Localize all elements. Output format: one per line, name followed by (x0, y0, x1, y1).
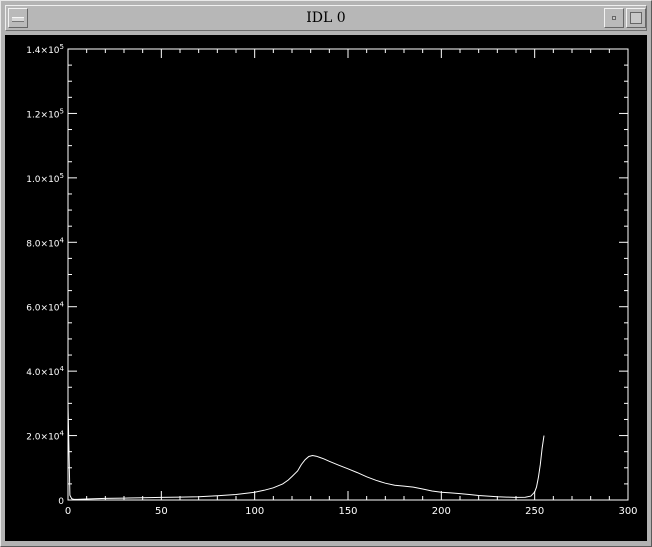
minimize-icon[interactable] (604, 8, 624, 28)
y-tick-label: 1.2×105 (26, 107, 64, 120)
y-tick-label: 1.4×105 (26, 43, 64, 56)
plot-frame (67, 48, 629, 501)
y-tick-label: 1.0×105 (26, 172, 64, 185)
maximize-icon[interactable] (626, 8, 646, 28)
x-tick-label: 250 (525, 506, 544, 517)
x-tick-label: 300 (618, 506, 637, 517)
histogram-chart: 0 50 100 150 200 250 300 0 2.0×104 4.0×104 6.0×104… (26, 43, 637, 517)
plot-area: 0 50 100 150 200 250 300 0 2.0×104 4.0×104 6.0×104… (5, 35, 647, 541)
x-tick-label: 100 (245, 506, 264, 517)
window-menu-icon[interactable] (8, 8, 28, 28)
window-title: IDL 0 (306, 10, 346, 26)
x-tick-label: 50 (155, 506, 168, 517)
x-tick-label: 150 (338, 506, 357, 517)
y-tick-label: 0 (58, 497, 64, 507)
y-tick-label: 2.0×104 (26, 430, 64, 443)
x-tick-label: 200 (432, 506, 451, 517)
y-tick-label: 6.0×104 (26, 301, 64, 314)
y-tick-label: 8.0×104 (26, 236, 64, 249)
histogram-line (67, 403, 545, 500)
title-bar[interactable]: IDL 0 (5, 5, 647, 31)
y-tick-label: 4.0×104 (26, 365, 64, 378)
x-tick-label: 0 (65, 506, 71, 517)
